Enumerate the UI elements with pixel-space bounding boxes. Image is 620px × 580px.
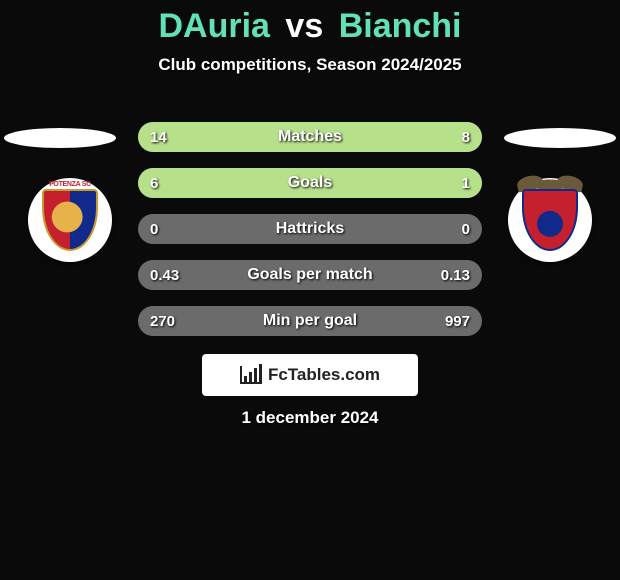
stat-label: Goals bbox=[138, 168, 482, 198]
bar-chart-icon bbox=[240, 366, 262, 384]
stat-value-right: 0.13 bbox=[441, 260, 470, 290]
title-vs: vs bbox=[285, 7, 323, 45]
generation-date: 1 december 2024 bbox=[0, 408, 620, 428]
stat-row: 0.43Goals per match0.13 bbox=[138, 260, 482, 290]
stat-value-right: 1 bbox=[462, 168, 470, 198]
player-silhouette-right bbox=[504, 128, 616, 148]
title-player-left: DAuria bbox=[158, 7, 269, 45]
title-player-right: Bianchi bbox=[339, 7, 462, 45]
lion-icon bbox=[48, 201, 96, 241]
club-crest-right bbox=[508, 178, 592, 262]
stat-label: Goals per match bbox=[138, 260, 482, 290]
subtitle: Club competitions, Season 2024/2025 bbox=[0, 55, 620, 75]
stat-row: 14Matches8 bbox=[138, 122, 482, 152]
logo-text: FcTables.com bbox=[268, 365, 380, 385]
stat-row: 0Hattricks0 bbox=[138, 214, 482, 244]
player-silhouette-left bbox=[4, 128, 116, 148]
shield-icon bbox=[522, 189, 578, 251]
shield-icon bbox=[42, 189, 98, 251]
page-title: DAuria vs Bianchi bbox=[0, 0, 620, 45]
stat-label: Matches bbox=[138, 122, 482, 152]
stat-label: Hattricks bbox=[138, 214, 482, 244]
stat-value-right: 997 bbox=[445, 306, 470, 336]
club-crest-left bbox=[28, 178, 112, 262]
stat-value-right: 0 bbox=[462, 214, 470, 244]
stat-row: 270Min per goal997 bbox=[138, 306, 482, 336]
stat-value-right: 8 bbox=[462, 122, 470, 152]
stat-row: 6Goals1 bbox=[138, 168, 482, 198]
stats-panel: 14Matches8 6Goals1 0Hattricks0 0.43Goals pe… bbox=[138, 122, 482, 352]
fctables-logo: FcTables.com bbox=[202, 354, 418, 396]
stat-label: Min per goal bbox=[138, 306, 482, 336]
